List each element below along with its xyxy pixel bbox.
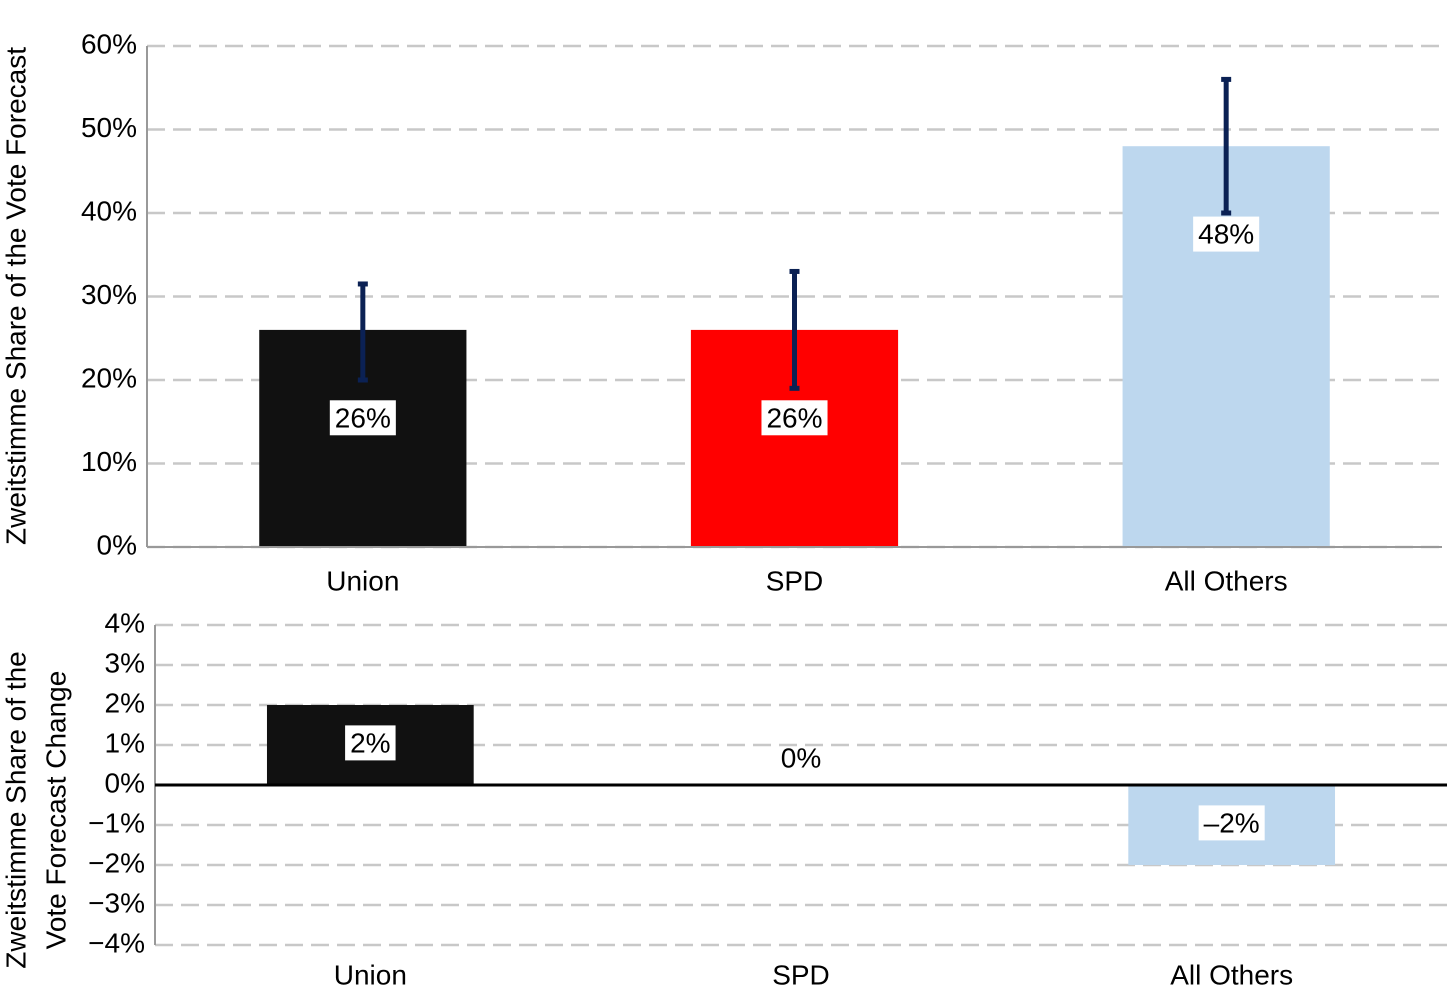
y-tick-label: 40% xyxy=(81,195,137,226)
x-tick-label: SPD xyxy=(772,959,830,990)
y-axis-label: Zweitstimme Share of the xyxy=(0,651,31,968)
value-label-bg xyxy=(329,400,396,436)
value-label-bg xyxy=(1198,805,1265,841)
y-tick-label: 50% xyxy=(81,112,137,143)
x-tick-label: Union xyxy=(326,565,399,596)
y-axis-label: Zweitstimme Share of the Vote Forecast xyxy=(0,47,31,545)
y-tick-label: 0% xyxy=(97,529,137,560)
y-tick-label: 30% xyxy=(81,279,137,310)
value-label: 48% xyxy=(1198,219,1254,250)
value-label-bg xyxy=(761,400,828,436)
value-label-group: 26% xyxy=(761,400,828,436)
x-tick-label: SPD xyxy=(766,565,824,596)
value-label: 2% xyxy=(350,727,390,758)
value-label-group: 48% xyxy=(1193,216,1260,252)
value-label: 26% xyxy=(335,402,391,433)
y-tick-label: 10% xyxy=(81,446,137,477)
value-label-group: 2% xyxy=(345,725,396,761)
x-tick-label: Union xyxy=(334,959,407,990)
error-bar xyxy=(789,268,800,391)
value-label: –2% xyxy=(1204,807,1260,838)
value-label-bg xyxy=(345,725,396,761)
y-tick-label: −4% xyxy=(88,927,145,958)
value-label: 0% xyxy=(781,742,821,773)
y-tick-label: 2% xyxy=(105,687,145,718)
y-tick-label: 20% xyxy=(81,362,137,393)
value-label-group: –2% xyxy=(1198,805,1265,841)
value-label: 26% xyxy=(766,402,822,433)
y-tick-label: 3% xyxy=(105,647,145,678)
y-axis-label: Vote Forecast Change xyxy=(40,671,71,950)
value-label-bg xyxy=(1193,216,1260,252)
y-tick-label: 0% xyxy=(105,767,145,798)
y-tick-label: −2% xyxy=(88,847,145,878)
y-tick-label: 4% xyxy=(105,607,145,638)
y-tick-label: 60% xyxy=(81,28,137,59)
error-bar xyxy=(357,281,368,383)
value-label-group: 26% xyxy=(329,400,396,436)
y-tick-label: 1% xyxy=(105,727,145,758)
x-tick-label: All Others xyxy=(1165,565,1288,596)
x-tick-label: All Others xyxy=(1170,959,1293,990)
error-bar xyxy=(1221,76,1232,216)
y-tick-label: −3% xyxy=(88,887,145,918)
y-tick-label: −1% xyxy=(88,807,145,838)
value-label-group: 0% xyxy=(781,742,821,773)
